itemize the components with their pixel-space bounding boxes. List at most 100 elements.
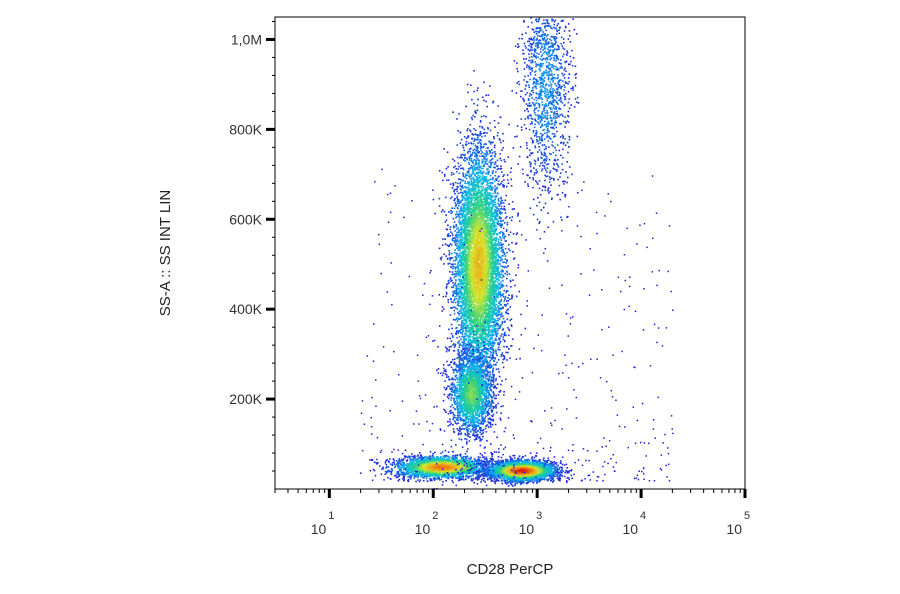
- event-point: [396, 463, 398, 465]
- event-point: [423, 461, 425, 464]
- event-point: [535, 452, 538, 454]
- event-point: [484, 467, 487, 470]
- event-point: [455, 463, 457, 466]
- event-point: [552, 472, 555, 474]
- event-point: [476, 473, 478, 476]
- event-point: [405, 467, 407, 469]
- event-point: [476, 463, 478, 465]
- event-point: [467, 468, 470, 470]
- event-point: [439, 459, 442, 461]
- event-point: [464, 471, 467, 474]
- event-point: [398, 458, 401, 461]
- event-point: [526, 458, 528, 461]
- event-point: [416, 472, 418, 474]
- event-point: [437, 473, 440, 475]
- event-point: [467, 466, 470, 469]
- event-point: [456, 466, 459, 468]
- event-point: [397, 475, 399, 478]
- event-point: [467, 460, 470, 462]
- event-point: [521, 456, 524, 458]
- event-point: [439, 474, 442, 476]
- event-point: [458, 479, 461, 481]
- event-point: [443, 470, 445, 473]
- event-point: [454, 462, 457, 465]
- event-point: [439, 466, 442, 468]
- event-point: [401, 452, 404, 455]
- event-point: [422, 459, 425, 462]
- event-point: [421, 474, 424, 476]
- event-point: [437, 457, 439, 459]
- event-point: [400, 469, 403, 472]
- event-point: [478, 476, 480, 479]
- event-point: [465, 467, 468, 470]
- event-point: [517, 457, 520, 459]
- event-point: [451, 461, 453, 464]
- event-point: [404, 473, 407, 475]
- event-point: [442, 471, 444, 473]
- event-point: [411, 472, 413, 474]
- event-point: [458, 459, 461, 461]
- event-point: [491, 457, 493, 460]
- event-point: [456, 462, 458, 464]
- event-point: [552, 467, 554, 470]
- event-point: [445, 459, 448, 462]
- event-point: [403, 466, 406, 468]
- event-point: [422, 464, 425, 467]
- event-point: [457, 479, 460, 482]
- event-point: [435, 470, 437, 473]
- event-point: [410, 470, 413, 473]
- event-point: [426, 471, 428, 473]
- event-point: [455, 465, 458, 468]
- event-point: [473, 467, 475, 469]
- event-point: [434, 462, 436, 465]
- event-point: [430, 460, 432, 462]
- event-point: [416, 466, 419, 468]
- event-point: [439, 468, 442, 471]
- event-point: [464, 468, 466, 470]
- event-point: [487, 462, 490, 465]
- event-point: [453, 473, 455, 475]
- event-point: [397, 467, 400, 469]
- event-point: [435, 474, 438, 476]
- event-point: [452, 462, 454, 464]
- event-point: [433, 466, 436, 468]
- event-point: [400, 467, 403, 469]
- event-point: [443, 460, 445, 462]
- event-point: [429, 472, 432, 475]
- event-point: [421, 458, 424, 460]
- event-point: [410, 476, 413, 479]
- event-point: [480, 459, 483, 462]
- event-point: [437, 468, 439, 471]
- event-point: [459, 472, 461, 475]
- event-point: [416, 465, 418, 467]
- event-point: [458, 468, 461, 471]
- event-point: [475, 468, 478, 470]
- event-point: [475, 476, 478, 479]
- event-point: [461, 471, 464, 474]
- event-point: [402, 459, 404, 462]
- event-point: [483, 477, 486, 480]
- event-point: [446, 458, 448, 460]
- event-point: [451, 470, 453, 472]
- event-point: [407, 473, 410, 475]
- event-point: [405, 470, 408, 472]
- event-point: [505, 482, 508, 484]
- event-point: [486, 475, 488, 478]
- event-point: [439, 458, 441, 460]
- event-point: [457, 468, 459, 471]
- event-point: [461, 467, 464, 470]
- event-point: [434, 451, 436, 454]
- event-point: [489, 466, 491, 468]
- event-point: [412, 455, 415, 458]
- event-point: [420, 463, 423, 465]
- event-point: [428, 475, 430, 478]
- event-point: [412, 473, 414, 475]
- event-point: [485, 461, 488, 463]
- event-point: [441, 451, 444, 453]
- event-point: [456, 457, 458, 460]
- event-point: [359, 472, 362, 474]
- event-point: [431, 475, 434, 477]
- event-point: [431, 460, 433, 463]
- event-point: [434, 475, 436, 477]
- event-point: [512, 481, 514, 484]
